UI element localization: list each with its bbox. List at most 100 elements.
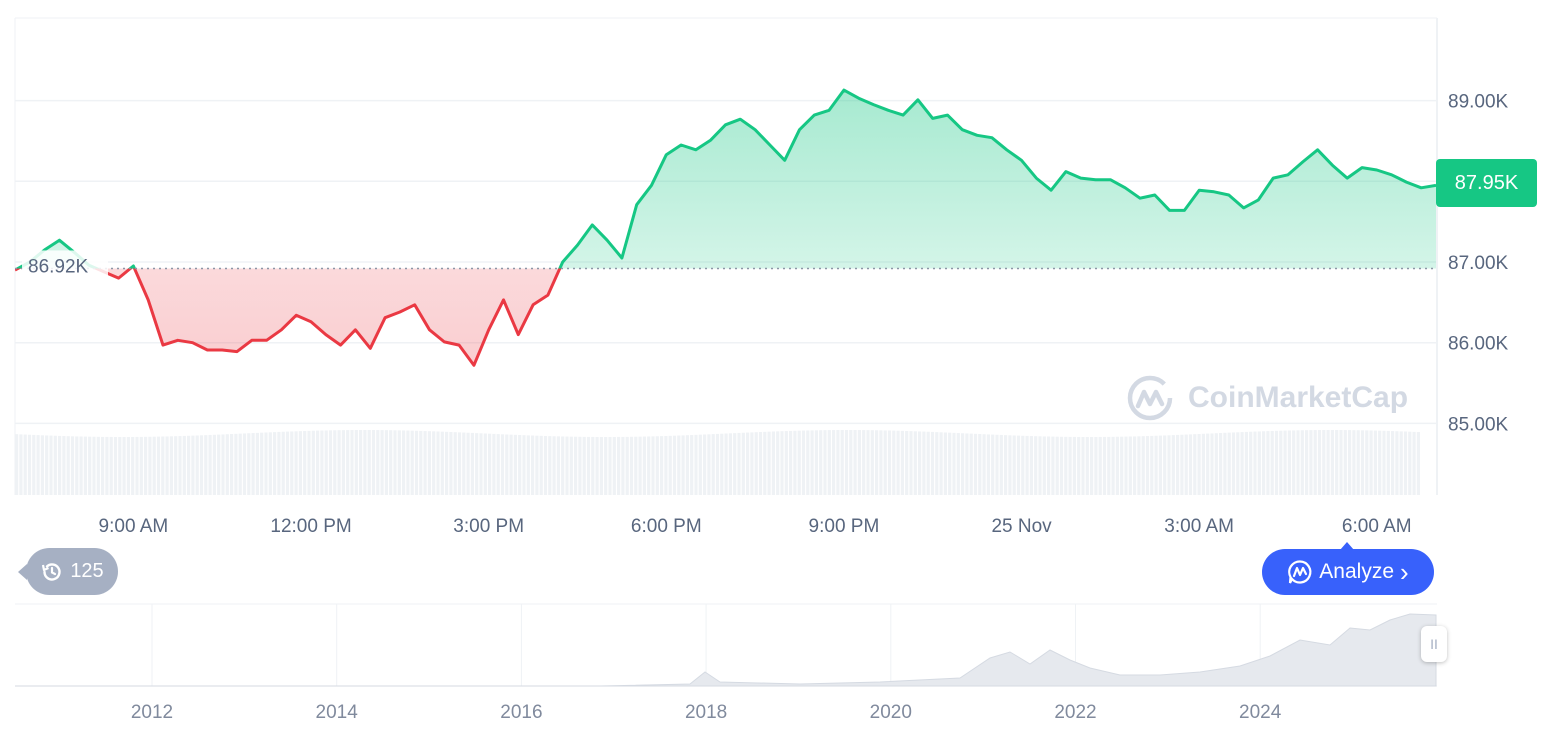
analyze-button[interactable]: Analyze ›	[1262, 542, 1434, 595]
volume-bar	[543, 435, 548, 495]
volume-bar	[1339, 430, 1343, 495]
navigator-drag-handle[interactable]: II	[1421, 626, 1447, 662]
volume-bar	[1029, 436, 1033, 495]
volume-bar	[290, 431, 294, 495]
volume-bar	[668, 435, 672, 495]
volume-bar	[105, 436, 109, 495]
volume-bar	[522, 435, 526, 495]
volume-bar	[242, 433, 247, 495]
volume-bar	[793, 430, 797, 495]
volume-bar	[1051, 436, 1055, 495]
volume-bar	[883, 430, 887, 495]
volume-bar	[341, 430, 345, 495]
volume-bar	[1305, 430, 1309, 495]
volume-bar	[690, 435, 694, 495]
volume-bar	[840, 430, 844, 495]
volume-bar	[870, 430, 874, 495]
volume-bar	[806, 430, 810, 495]
volume-bar	[1171, 435, 1175, 495]
volume-bar	[789, 430, 793, 495]
volume-bar	[1317, 430, 1322, 495]
volume-bar	[376, 430, 380, 495]
volume-bar	[79, 436, 83, 495]
volume-bar	[1257, 431, 1261, 495]
volume-bar	[1352, 430, 1356, 495]
volume-bar	[1128, 436, 1132, 495]
history-badge[interactable]: 125	[18, 548, 118, 595]
x-tick-label: 9:00 PM	[809, 516, 880, 537]
volume-bar	[152, 436, 156, 495]
volume-bar	[574, 436, 578, 495]
volume-bar	[1416, 432, 1420, 495]
volume-bar	[307, 430, 311, 495]
x-tick-label: 6:00 PM	[631, 516, 702, 537]
volume-bar	[466, 432, 470, 495]
coinmarketcap-logo-icon	[1127, 375, 1173, 421]
volume-bar	[260, 432, 264, 495]
volume-bar	[1111, 436, 1115, 495]
volume-bar	[836, 430, 840, 495]
x-tick-label: 6:00 AM	[1342, 516, 1412, 537]
volume-bar	[427, 431, 431, 495]
volume-bar	[1382, 430, 1386, 495]
reference-label-bg	[22, 250, 108, 277]
volume-bar	[922, 431, 926, 495]
volume-bar	[1072, 436, 1076, 495]
coinmarketcap-watermark: CoinMarketCap	[1126, 374, 1408, 422]
volume-bar	[419, 430, 423, 495]
volume-bar	[384, 430, 388, 495]
volume-bar	[1223, 432, 1227, 495]
volume-bar	[32, 434, 36, 495]
navigator-tick-label: 2018	[685, 702, 727, 723]
volume-bar	[217, 434, 221, 495]
volume-bar	[101, 436, 105, 495]
volume-bar	[199, 435, 204, 495]
volume-bar	[208, 434, 212, 495]
volume-bar	[1034, 436, 1038, 495]
volume-bar	[225, 434, 229, 495]
volume-bar	[1016, 435, 1021, 495]
volume-bar	[15, 434, 19, 495]
volume-bar	[346, 430, 350, 495]
volume-bar	[1107, 436, 1111, 495]
navigator[interactable]: 2012 2014 2016 2018 2020 2022 2024	[15, 603, 1437, 723]
volume-bar	[191, 435, 195, 495]
volume-bar	[599, 436, 603, 495]
volume-bar	[1085, 436, 1089, 495]
volume-bar	[875, 430, 879, 495]
volume-bar	[359, 430, 363, 495]
volume-bar	[698, 434, 702, 495]
volume-bar	[1262, 431, 1266, 495]
volume-bar	[965, 433, 969, 495]
volume-bar	[724, 433, 728, 495]
volume-bar	[247, 433, 251, 495]
volume-bar	[862, 430, 866, 495]
volume-bar	[337, 430, 341, 495]
volume-bar	[625, 436, 629, 495]
volume-bar	[1274, 430, 1279, 495]
volume-bar	[1365, 430, 1369, 495]
volume-bar	[483, 433, 487, 495]
volume-bar	[857, 430, 861, 495]
volume-bar	[991, 434, 995, 495]
volume-bar	[1120, 436, 1124, 495]
volume-bar	[539, 435, 543, 495]
volume-bar	[462, 432, 466, 495]
volume-bar	[1369, 430, 1373, 495]
history-count: 125	[70, 560, 104, 582]
volume-bar	[956, 433, 960, 495]
volume-bar	[1102, 436, 1107, 495]
volume-bar	[1021, 435, 1025, 495]
volume-bar	[763, 431, 767, 495]
volume-bar	[952, 432, 956, 495]
analyze-label: Analyze	[1319, 560, 1395, 583]
volume-bar	[651, 436, 655, 495]
volume-bar	[703, 434, 707, 495]
volume-bar	[311, 430, 315, 495]
volume-bar	[406, 430, 410, 495]
volume-bar	[733, 433, 737, 495]
volume-bar	[879, 430, 883, 495]
volume-bar	[741, 432, 745, 495]
volume-bar	[995, 434, 999, 495]
